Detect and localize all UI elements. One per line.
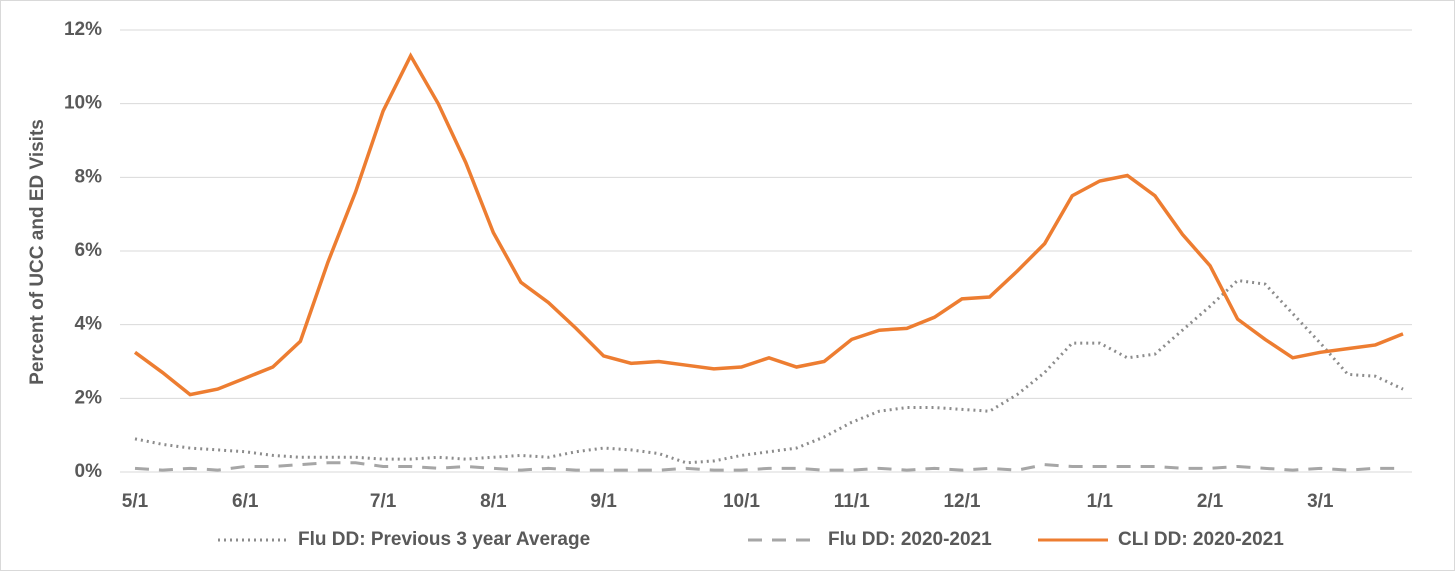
x-tick-label: 11/1 — [834, 491, 870, 512]
y-tick-label: 6% — [75, 240, 103, 261]
x-tick-label: 5/1 — [122, 491, 149, 512]
series-line — [134, 461, 1403, 472]
y-tick-label: 8% — [75, 166, 103, 187]
legend-label: Flu DD: Previous 3 year Average — [298, 529, 590, 550]
x-tick-label: 3/1 — [1307, 491, 1334, 512]
x-tick-label: 8/1 — [480, 491, 507, 512]
legend-label: Flu DD: 2020-2021 — [828, 529, 992, 550]
y-tick-label: 0% — [75, 461, 103, 482]
x-tick-label: 7/1 — [370, 491, 397, 512]
x-tick-label: 12/1 — [943, 491, 980, 512]
x-tick-label: 2/1 — [1197, 491, 1224, 512]
x-tick-label: 6/1 — [232, 491, 259, 512]
series-line — [134, 278, 1404, 465]
y-axis-title: Percent of UCC and ED Visits — [27, 119, 48, 385]
legend-label: CLI DD: 2020-2021 — [1118, 529, 1284, 550]
y-tick-label: 12% — [64, 19, 102, 40]
x-tick-label: 10/1 — [723, 491, 760, 512]
y-tick-label: 4% — [75, 314, 103, 335]
x-tick-label: 1/1 — [1087, 491, 1114, 512]
y-tick-label: 10% — [64, 93, 102, 114]
series-line — [133, 52, 1404, 397]
y-tick-label: 2% — [75, 387, 103, 408]
x-tick-label: 9/1 — [590, 491, 617, 512]
